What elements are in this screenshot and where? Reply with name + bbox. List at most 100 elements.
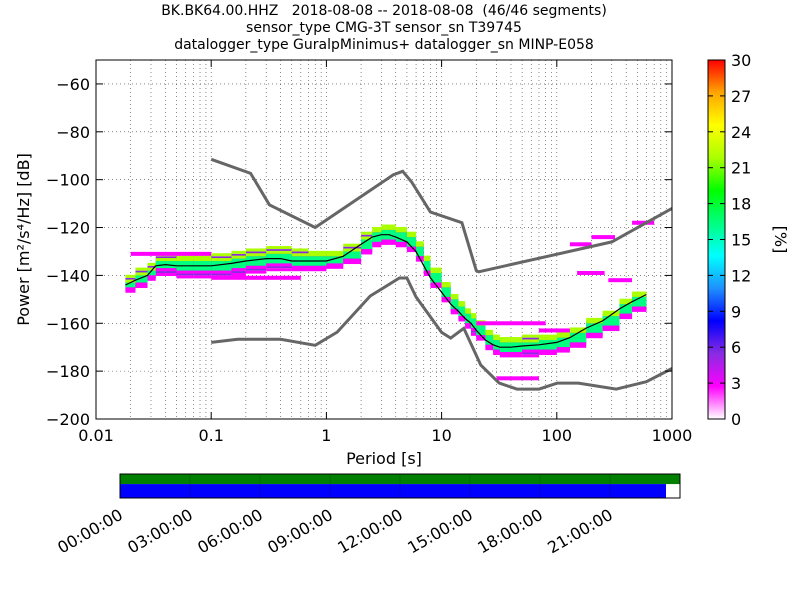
psd-band-edge: [231, 250, 246, 254]
timeline-tick-label: 21:00:00: [544, 505, 616, 557]
psd-band-edge: [266, 268, 281, 272]
psd-band-cell: [416, 246, 424, 257]
psd-band-edge: [510, 351, 523, 355]
noise-model-nlnm: [211, 276, 672, 391]
psd-band-edge: [499, 351, 511, 355]
y-tick-label: −180: [46, 362, 90, 381]
psd-band-edge: [522, 354, 539, 358]
psd-band-edge: [423, 255, 431, 259]
psd-band-edge: [510, 354, 523, 358]
psd-band-edge: [147, 267, 156, 271]
psd-outlier-segment: [577, 271, 605, 276]
psd-band-edge: [165, 258, 177, 262]
psd-band-edge: [291, 268, 309, 272]
psd-band-edge: [361, 251, 373, 255]
psd-band-edge: [389, 224, 396, 228]
psd-band-edge: [510, 337, 523, 341]
psd-band-edge: [135, 272, 148, 276]
timeline-psd-bar: [120, 484, 666, 498]
psd-band-edge: [280, 268, 292, 272]
colorbar-label: [%]: [771, 226, 790, 254]
psd-band-edge: [569, 344, 587, 348]
x-tick-label: 1000: [652, 426, 693, 445]
psd-band-edge: [450, 296, 459, 300]
y-tick-label: −140: [46, 266, 90, 285]
psd-band-cell: [430, 273, 442, 283]
chart-title-line-2: sensor_type CMG-3T sensor_sn T39745: [246, 20, 522, 36]
psd-band-edge: [619, 298, 633, 302]
psd-band-cell: [465, 313, 472, 324]
psd-band-edge: [135, 267, 148, 271]
psd-band-edge: [291, 253, 309, 257]
y-tick-label: −200: [46, 410, 90, 429]
psd-band-edge: [485, 344, 494, 348]
psd-band-edge: [231, 268, 246, 272]
psd-band-cell: [493, 340, 500, 350]
psd-band-cell: [522, 342, 539, 350]
colorbar-tick-label: 21: [731, 159, 751, 178]
psd-band-edge: [147, 275, 156, 279]
psd-band-cell: [619, 304, 633, 314]
psd-band-edge: [586, 320, 603, 324]
psd-band-edge: [381, 224, 390, 228]
psd-band-cell: [372, 232, 382, 242]
chart-title-line-1: BK.BK64.00.HHZ 2018-08-08 -- 2018-08-08 …: [161, 3, 607, 19]
psd-band-edge: [395, 244, 407, 248]
psd-band-edge: [406, 249, 417, 253]
psd-band-edge: [406, 231, 417, 235]
psd-band-edge: [125, 279, 136, 283]
psd-band-edge: [231, 273, 246, 277]
psd-band-edge: [308, 268, 327, 272]
psd-band-edge: [372, 229, 382, 233]
psd-outlier-segment: [591, 235, 615, 240]
timeline-border: [119, 473, 681, 499]
psd-band-edge: [165, 268, 177, 272]
psd-band-edge: [372, 241, 382, 245]
colorbar-tick-label: 3: [731, 374, 741, 393]
psd-band-edge: [211, 270, 232, 274]
psd-band-edge: [465, 308, 472, 312]
psd-band-edge: [135, 282, 148, 286]
psd-band-edge: [361, 236, 373, 240]
psd-band-edge: [326, 253, 344, 257]
psd-band-cell: [471, 318, 477, 329]
timeline-bar: 00:00:0003:00:0006:00:0009:00:0012:00:00…: [54, 473, 681, 557]
psd-band-edge: [450, 311, 459, 315]
psd-band-cell: [632, 296, 647, 307]
psd-band-edge: [308, 265, 327, 269]
timeline-tick-label: 15:00:00: [404, 505, 476, 557]
colorbar-tick-label: 12: [731, 266, 751, 285]
y-tick-label: −60: [56, 75, 90, 94]
psd-band-edge: [458, 318, 466, 322]
psd-band-edge: [176, 275, 194, 279]
timeline-data-bar: [120, 474, 680, 485]
psd-band-cell: [280, 253, 292, 264]
psd-band-cell: [406, 237, 417, 247]
x-tick-label: 0.01: [78, 426, 114, 445]
psd-band-cell: [395, 232, 407, 242]
psd-band-cell: [586, 323, 603, 333]
psd-band-edge: [441, 284, 451, 288]
colorbar: 0 3 6 9 12 15 18 21 24 27 30 [%]: [707, 51, 790, 429]
psd-band-edge: [211, 258, 232, 262]
psd-band-edge: [423, 258, 431, 262]
psd-band-edge: [381, 241, 390, 245]
y-tick-label: −120: [46, 219, 90, 238]
psd-band-edge: [245, 248, 267, 252]
psd-band-edge: [458, 303, 466, 307]
colorbar-tick-label: 24: [731, 123, 751, 142]
psd-band-cell: [147, 270, 156, 276]
median-line: [125, 234, 647, 348]
psd-band-edge: [450, 308, 459, 312]
x-tick-label: 10: [431, 426, 451, 445]
x-tick-label: 1: [321, 426, 331, 445]
psd-band-edge: [395, 241, 407, 245]
psd-outlier-segment: [211, 275, 301, 280]
psd-band-edge: [556, 332, 570, 336]
psd-band-edge: [619, 313, 633, 317]
psd-band-edge: [326, 263, 344, 267]
psd-band-edge: [125, 289, 136, 293]
psd-band-edge: [381, 226, 390, 230]
psd-band-edge: [416, 243, 424, 247]
psd-band-edge: [569, 327, 587, 331]
